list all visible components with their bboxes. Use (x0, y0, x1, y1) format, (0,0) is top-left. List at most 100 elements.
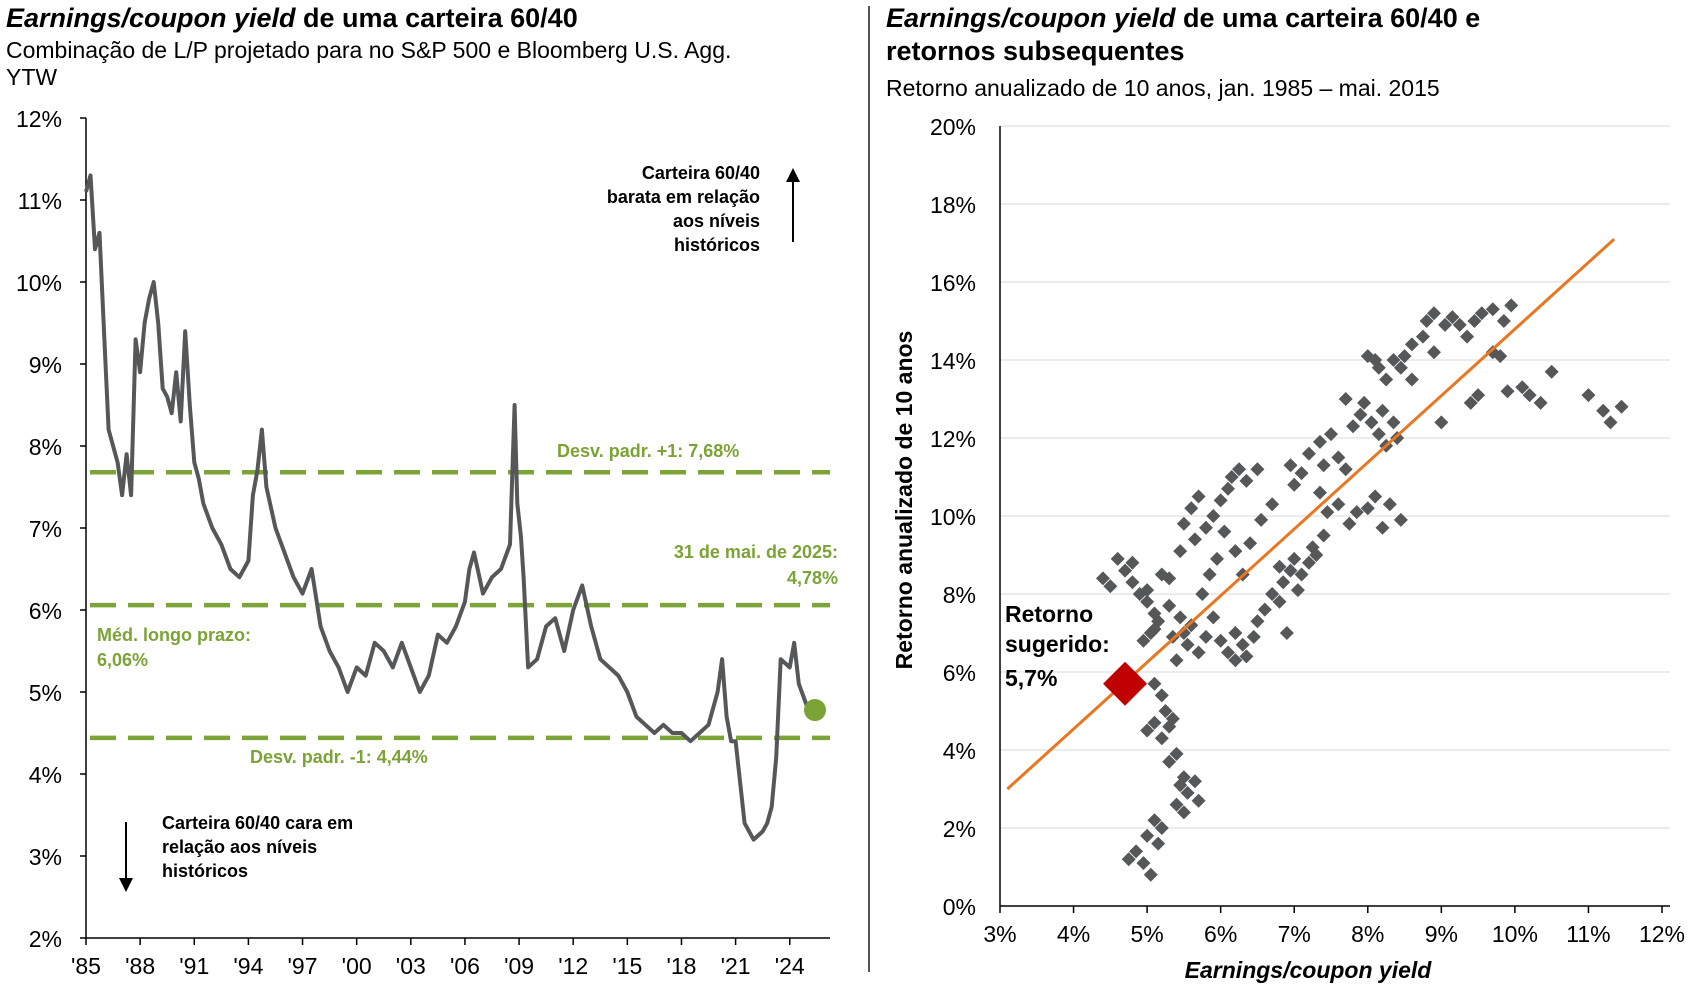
scatter-point (1452, 317, 1467, 332)
scatter-points (1095, 298, 1629, 882)
scatter-point (1272, 594, 1287, 609)
scatter-point (1103, 579, 1118, 594)
scatter-point (1217, 524, 1232, 539)
scatter-point (1228, 544, 1243, 559)
annotation-cheap-line3: aos níveis (673, 211, 760, 231)
left-y-tick-label: 10% (16, 270, 62, 296)
scatter-point (1265, 497, 1280, 512)
left-x-tick-label: '03 (396, 953, 426, 979)
scatter-point (1614, 399, 1629, 414)
right-chart-title: Earnings/coupon yield de uma carteira 60… (886, 2, 1480, 68)
scatter-point (1276, 575, 1291, 590)
scatter-point (1500, 384, 1515, 399)
scatter-point (1154, 821, 1169, 835)
scatter-point (1140, 594, 1155, 609)
scatter-point (1173, 778, 1188, 793)
scatter-point (1176, 805, 1191, 820)
scatter-point (1357, 395, 1372, 410)
right-x-tick-label: 5% (1130, 921, 1163, 947)
scatter-point (1191, 645, 1206, 660)
suggested-label-line3: 5,7% (1005, 665, 1057, 691)
scatter-point (1474, 306, 1489, 321)
scatter-point (1265, 587, 1280, 601)
scatter-point (1371, 427, 1386, 442)
right-x-tick-label: 10% (1492, 921, 1538, 947)
scatter-point (1257, 602, 1272, 617)
scatter-point (1147, 715, 1162, 730)
left-x-tick-label: '06 (450, 953, 480, 979)
annotation-expensive-line3: históricos (162, 861, 248, 881)
scatter-point (1110, 551, 1125, 566)
annotation-cheap: Carteira 60/40 barata em relação aos nív… (607, 163, 760, 255)
scatter-point (1375, 520, 1390, 535)
scatter-point (1338, 462, 1353, 477)
scatter-point (1390, 431, 1405, 445)
scatter-point (1143, 626, 1158, 640)
ref-label-mean-line1: Méd. longo prazo: (97, 625, 251, 645)
left-y-tick-label: 7% (29, 516, 62, 542)
scatter-point (1368, 489, 1383, 504)
right-title-rest: de uma carteira 60/40 e (1175, 3, 1481, 33)
left-x-tick-label: '88 (125, 953, 155, 979)
scatter-point (1184, 501, 1199, 516)
left-y-tick-label: 8% (29, 434, 62, 460)
scatter-point (1393, 360, 1408, 375)
scatter-point (1301, 555, 1316, 570)
right-y-tick-label: 20% (930, 114, 976, 140)
scatter-point (1169, 746, 1184, 761)
scatter-point (1221, 645, 1236, 660)
scatter-point (1496, 314, 1511, 328)
left-x-tick-label: '97 (288, 953, 318, 979)
scatter-point (1445, 310, 1460, 325)
scatter-point (1180, 785, 1195, 800)
scatter-point (1250, 462, 1265, 477)
scatter-point (1140, 828, 1155, 843)
left-subtitle-line2: YTW (6, 64, 58, 90)
left-y-tick-label: 6% (29, 598, 62, 624)
scatter-point (1272, 559, 1287, 574)
scatter-point (1287, 477, 1302, 492)
scatter-point (1235, 637, 1250, 652)
scatter-point (1239, 473, 1254, 488)
right-y-tick-label: 18% (930, 192, 976, 218)
yield-series-line (84, 173, 816, 842)
scatter-point (1471, 388, 1486, 403)
scatter-point (1136, 633, 1151, 648)
left-y-tick-label: 11% (18, 188, 62, 214)
scatter-point (1125, 555, 1140, 570)
scatter-point (1316, 528, 1331, 543)
right-x-axis: 3% 4% 5% 6% 7% 8% 9% 10% 11% 12% (983, 906, 1685, 947)
scatter-point (1463, 395, 1478, 410)
scatter-point (1324, 427, 1338, 442)
scatter-point (1504, 298, 1519, 313)
right-x-tick-label: 9% (1425, 921, 1458, 947)
scatter-point (1360, 349, 1375, 364)
scatter-point (1243, 536, 1258, 551)
scatter-point (1154, 731, 1169, 746)
scatter-point (1213, 633, 1228, 648)
scatter-point (1209, 551, 1224, 566)
annotation-cheap-line4: históricos (674, 235, 760, 255)
scatter-point (1136, 856, 1151, 871)
scatter-point (1368, 353, 1383, 367)
scatter-point (1165, 711, 1180, 726)
left-subtitle-line1: Combinação de L/P projetado para no S&P … (6, 37, 732, 63)
scatter-point (1522, 388, 1537, 403)
right-x-tick-label: 8% (1351, 921, 1384, 947)
scatter-point (1364, 415, 1379, 430)
scatter-point (1118, 563, 1133, 578)
trend-line (1006, 237, 1616, 791)
scatter-point (1379, 372, 1394, 387)
scatter-point (1331, 497, 1346, 512)
left-y-axis: 2% 3% 4% 5% 6% 7% 8% 9% 10% 11% 12% (16, 106, 86, 952)
scatter-point (1312, 434, 1327, 449)
scatter-point (1393, 512, 1408, 527)
left-x-tick-label: '94 (233, 953, 263, 979)
left-chart-subtitle: Combinação de L/P projetado para no S&P … (6, 37, 731, 91)
scatter-point (1485, 302, 1500, 317)
right-y-tick-label: 4% (943, 738, 976, 764)
arrow-up-head-icon (786, 168, 800, 182)
scatter-point (1533, 395, 1548, 410)
scatter-point (1154, 688, 1169, 703)
arrow-down-head-icon (119, 878, 133, 892)
